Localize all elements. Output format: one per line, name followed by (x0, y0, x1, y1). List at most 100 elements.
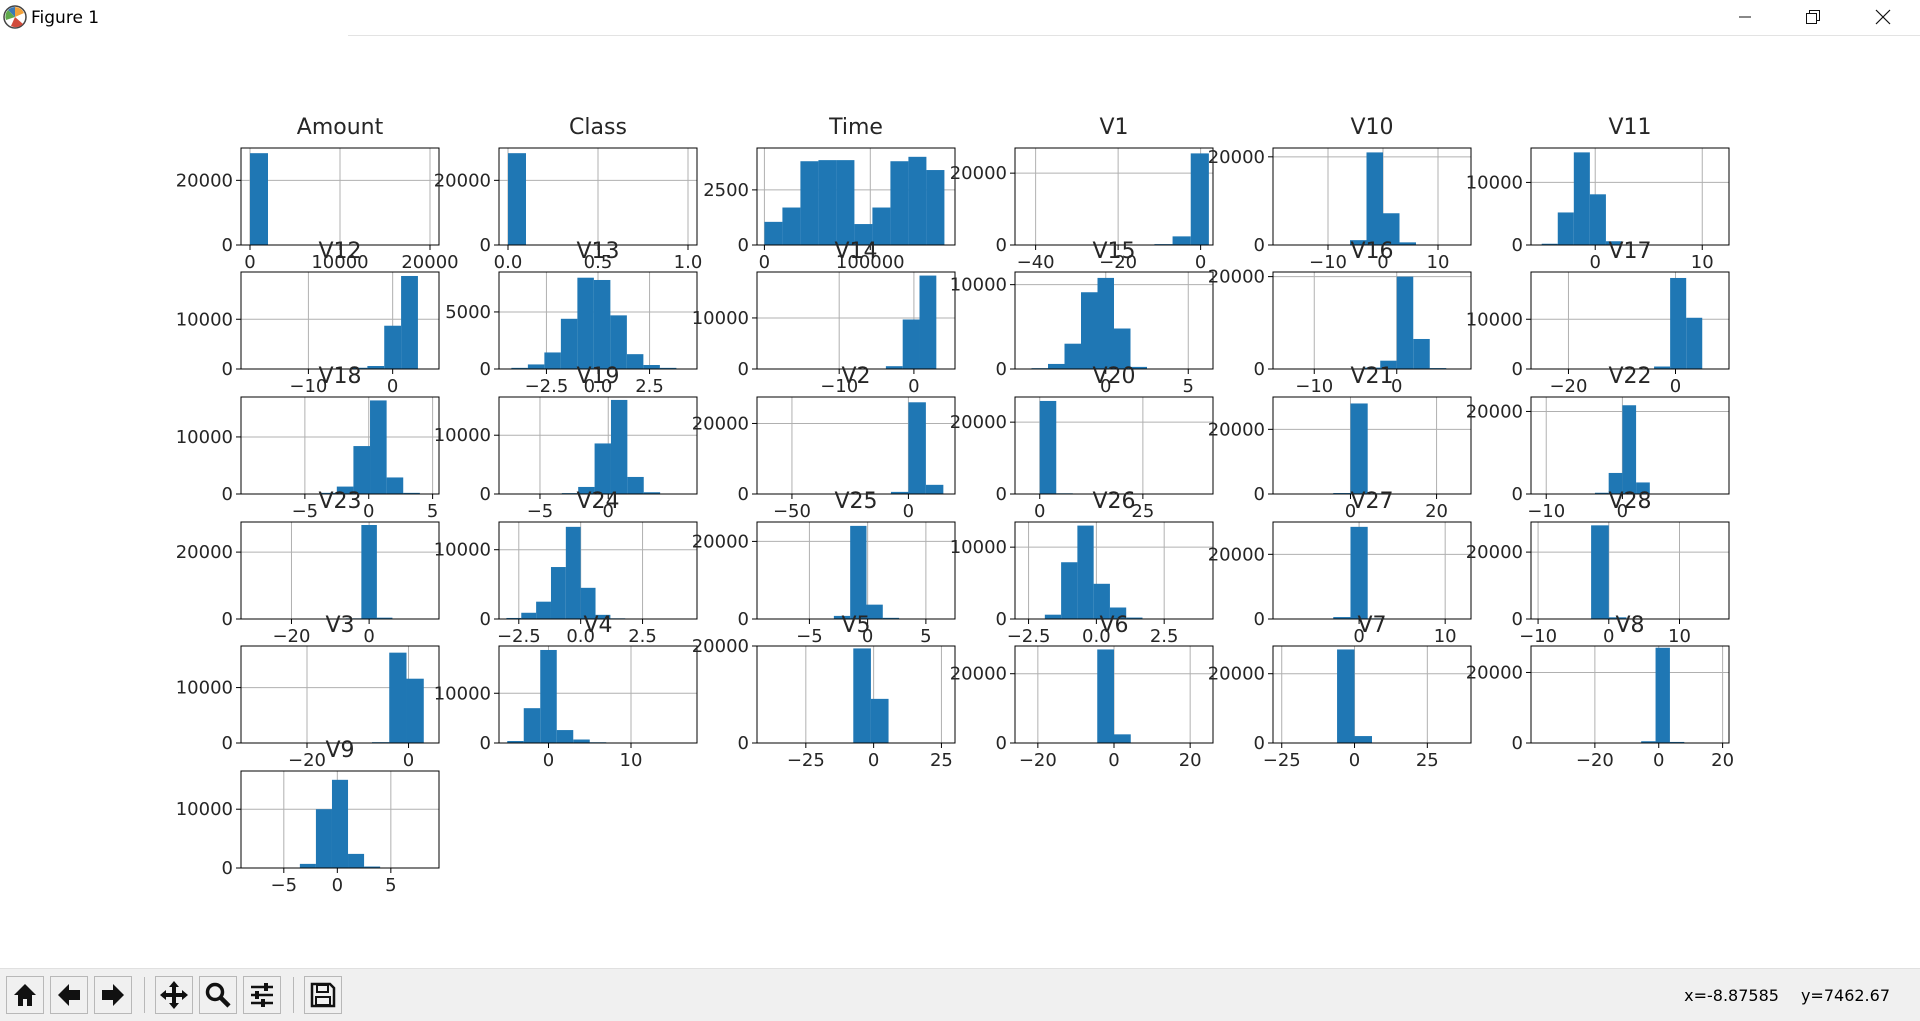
x-tick-label: 10 (1668, 626, 1691, 647)
histogram-title: Class (569, 115, 627, 140)
histogram-bar (524, 708, 541, 743)
subplots-button[interactable] (243, 976, 281, 1014)
y-tick-label: 0 (1254, 733, 1265, 754)
y-tick-label: 0 (738, 733, 749, 754)
histogram-title: V21 (1350, 364, 1393, 389)
app-icon (2, 4, 28, 30)
histogram-title: V24 (576, 489, 619, 514)
x-tick-label: −20 (288, 750, 326, 771)
histogram-bar (348, 854, 364, 868)
y-tick-label: 10000 (176, 427, 233, 448)
histogram-bar (1367, 152, 1384, 245)
save-button[interactable] (304, 976, 342, 1014)
histogram-bar (920, 276, 937, 369)
pan-button[interactable] (155, 976, 193, 1014)
histogram-bar (407, 679, 424, 743)
histogram-title: V9 (325, 738, 354, 763)
minimize-button[interactable] (1710, 0, 1780, 34)
y-tick-label: 20000 (1208, 664, 1265, 685)
axes-frame (1273, 272, 1471, 369)
close-button[interactable] (1848, 0, 1918, 34)
y-tick-label: 20000 (1208, 147, 1265, 168)
x-tick-label: −2.5 (497, 626, 541, 647)
x-tick-label: 0 (387, 376, 398, 397)
y-tick-label: 20000 (1208, 419, 1265, 440)
histogram-bar (1098, 278, 1115, 369)
toolbar-separator (144, 977, 145, 1013)
home-button[interactable] (6, 976, 44, 1014)
x-tick-label: 0 (759, 252, 770, 273)
x-tick-label: 0 (1589, 252, 1600, 273)
x-tick-label: 10 (1434, 626, 1457, 647)
x-tick-label: 0 (363, 626, 374, 647)
window-title: Figure 1 (31, 8, 99, 28)
axes-frame (499, 522, 697, 619)
histogram-title: Time (828, 115, 883, 140)
histogram-bar (573, 740, 590, 743)
histogram-bar (1350, 527, 1367, 619)
x-tick-label: 0 (543, 750, 554, 771)
y-tick-label: 20000 (1466, 401, 1523, 422)
y-tick-label: 10000 (1466, 172, 1523, 193)
histogram-title: V11 (1608, 115, 1651, 140)
histogram-bar (540, 650, 557, 743)
minimize-icon (1738, 10, 1752, 24)
histogram-bar (1337, 649, 1354, 743)
x-tick-label: 20000 (401, 252, 458, 273)
x-tick-label: −20 (272, 626, 310, 647)
forward-button[interactable] (94, 976, 132, 1014)
magnifier-icon (204, 981, 232, 1009)
y-tick-label: 10000 (434, 425, 491, 446)
y-tick-label: 0 (996, 359, 1007, 380)
histogram-bar (627, 477, 643, 494)
x-tick-label: 0.0 (494, 252, 523, 273)
histogram-bar (1397, 277, 1414, 369)
histogram-title: V2 (841, 364, 870, 389)
histogram-bar (903, 319, 920, 369)
back-button[interactable] (50, 976, 88, 1014)
histogram-bar (521, 613, 536, 619)
y-tick-label: 0 (1512, 235, 1523, 256)
histogram-bar (361, 525, 377, 619)
zoom-button[interactable] (199, 976, 237, 1014)
histogram-bar (1558, 212, 1574, 245)
histogram-bar (1574, 152, 1590, 245)
x-tick-label: 5 (1183, 376, 1194, 397)
y-tick-label: 20000 (176, 542, 233, 563)
histogram-bar (1656, 648, 1670, 743)
x-tick-label: 10 (620, 750, 643, 771)
y-tick-label: 0 (1512, 484, 1523, 505)
histogram-bar (1114, 734, 1131, 743)
y-tick-label: 20000 (1466, 542, 1523, 563)
cursor-x: x=-8.87585 (1684, 986, 1779, 1005)
y-tick-label: 0 (996, 235, 1007, 256)
histogram-title: V20 (1092, 364, 1135, 389)
x-tick-label: 2.5 (635, 376, 664, 397)
x-tick-label: 0 (1195, 252, 1206, 273)
y-tick-label: 20000 (692, 531, 749, 552)
x-tick-label: −25 (1263, 750, 1301, 771)
y-tick-label: 0 (480, 484, 491, 505)
histogram-bar (836, 160, 854, 245)
histogram-title: V18 (318, 364, 361, 389)
histogram-title: V10 (1350, 115, 1393, 140)
histogram-bar (1077, 526, 1093, 619)
restore-button[interactable] (1778, 0, 1848, 34)
y-tick-label: 0 (222, 609, 233, 630)
arrow-left-icon (55, 981, 83, 1009)
histogram-title: V22 (1608, 364, 1651, 389)
y-tick-label: 0 (222, 235, 233, 256)
histogram-title: V7 (1357, 613, 1386, 638)
histogram-bar (1686, 318, 1702, 369)
y-tick-label: 0 (480, 235, 491, 256)
x-tick-label: 0 (868, 750, 879, 771)
close-icon (1875, 9, 1891, 25)
histogram-bar (643, 365, 660, 369)
